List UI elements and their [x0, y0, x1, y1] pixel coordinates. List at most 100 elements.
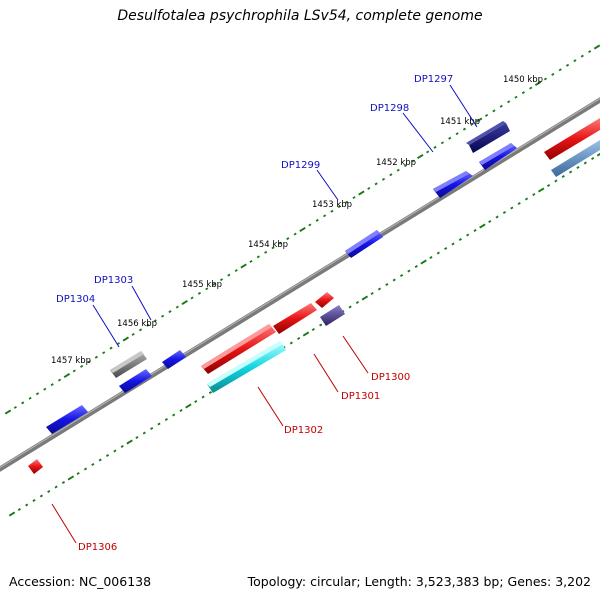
reverse-tick [583, 161, 587, 165]
kbp-label-1454: 1454 kbp [248, 240, 288, 250]
label-dp1306[interactable]: DP1306 [78, 542, 117, 553]
reverse-tick [407, 269, 411, 273]
forward-tick [212, 282, 216, 286]
reverse-tick [61, 481, 66, 484]
forward-tick [433, 145, 437, 149]
forward-tick [323, 214, 327, 218]
gene-dp1302[interactable] [207, 341, 286, 393]
reverse-tick [517, 202, 521, 205]
forward-tick [426, 150, 430, 154]
forward-tick [286, 237, 290, 241]
label-dp1298[interactable]: DP1298 [370, 103, 409, 114]
forward-tick [358, 190, 365, 196]
forward-tick [440, 141, 444, 145]
forward-tick [138, 328, 143, 332]
reverse-tick [355, 301, 360, 304]
gene-dp1300[interactable] [320, 305, 345, 326]
reverse-tick [76, 472, 80, 475]
gene-dp1297[interactable] [466, 121, 510, 153]
forward-tick [573, 59, 577, 63]
forward-tick [87, 360, 91, 364]
label-dp1302[interactable]: DP1302 [284, 425, 323, 436]
reverse-tick [32, 499, 36, 502]
reverse-tick [208, 391, 213, 394]
forward-tick [507, 100, 511, 104]
label-dp1304[interactable]: DP1304 [56, 294, 95, 305]
forward-tick [499, 104, 503, 108]
reverse-tick [25, 503, 29, 507]
forward-tick [521, 91, 525, 95]
forward-tick [403, 164, 408, 168]
kbp-label-1456: 1456 kbp [117, 319, 157, 329]
reverse-tick [458, 238, 462, 241]
reverse-tick [510, 206, 514, 210]
scale-ticks-forward [4, 44, 600, 415]
leader-dp1300 [342, 335, 369, 374]
reverse-tick [47, 490, 51, 493]
gene-dp1303[interactable] [46, 350, 186, 434]
label-dp1297[interactable]: DP1297 [414, 74, 453, 85]
reverse-tick [311, 328, 315, 331]
reverse-tick [591, 157, 595, 160]
reverse-tick [105, 454, 110, 457]
forward-tick [543, 77, 548, 81]
kbp-label-1452: 1452 kbp [376, 158, 416, 168]
forward-tick [219, 278, 224, 282]
reverse-tick [385, 283, 389, 286]
kbp-label-1453: 1453 kbp [312, 200, 352, 210]
gene-dp1306[interactable] [28, 459, 43, 474]
forward-tick [227, 273, 231, 277]
reverse-tick [361, 295, 369, 301]
forward-tick [205, 287, 209, 291]
forward-tick [240, 263, 247, 269]
gene-dp1304[interactable] [110, 351, 147, 378]
gene-dp1298[interactable] [433, 143, 517, 198]
reverse-tick [436, 251, 440, 255]
reverse-tick [135, 436, 139, 439]
reverse-tick [429, 256, 433, 259]
reverse-tick [319, 323, 323, 327]
reverse-tick [194, 400, 198, 403]
reverse-tick [142, 431, 146, 435]
reverse-tick [451, 242, 455, 246]
reverse-tick [488, 220, 492, 223]
kbp-label-1457: 1457 kbp [51, 356, 91, 366]
forward-tick [234, 269, 238, 273]
reverse-tick [348, 305, 352, 309]
reverse-tick [479, 223, 486, 229]
forward-tick [168, 310, 172, 314]
leader-dp1299 [316, 169, 339, 201]
forward-tick [448, 136, 452, 140]
reverse-tick [157, 422, 161, 426]
forward-tick [197, 291, 202, 295]
reverse-tick [54, 485, 58, 489]
leader-dp1298 [402, 112, 434, 153]
reverse-tick [179, 409, 183, 412]
label-dp1303[interactable]: DP1303 [94, 275, 133, 286]
reverse-tick [569, 170, 573, 174]
map-title: Desulfotalea psychrophila LSv54, complet… [117, 8, 483, 24]
genome-backbone [0, 97, 600, 472]
label-dp1300[interactable]: DP1300 [371, 372, 410, 383]
forward-tick [43, 387, 47, 391]
label-dp1301[interactable]: DP1301 [341, 391, 380, 402]
forward-tick [374, 182, 378, 186]
reverse-tick [83, 467, 88, 471]
gene-dp1301[interactable] [201, 292, 334, 374]
forward-tick [337, 205, 341, 209]
forward-tick [28, 396, 32, 400]
gene-upper-right [544, 118, 600, 177]
forward-tick [190, 296, 194, 300]
forward-tick [4, 409, 12, 415]
forward-tick [175, 305, 179, 309]
label-dp1299[interactable]: DP1299 [281, 160, 320, 171]
reverse-tick [546, 184, 551, 187]
forward-tick [94, 355, 98, 359]
forward-tick [381, 177, 386, 181]
forward-tick [63, 372, 71, 379]
forward-tick [271, 246, 275, 250]
gene-dp1299[interactable] [345, 230, 383, 258]
reverse-tick [420, 259, 427, 265]
reverse-tick [561, 175, 565, 178]
forward-tick [330, 209, 334, 213]
